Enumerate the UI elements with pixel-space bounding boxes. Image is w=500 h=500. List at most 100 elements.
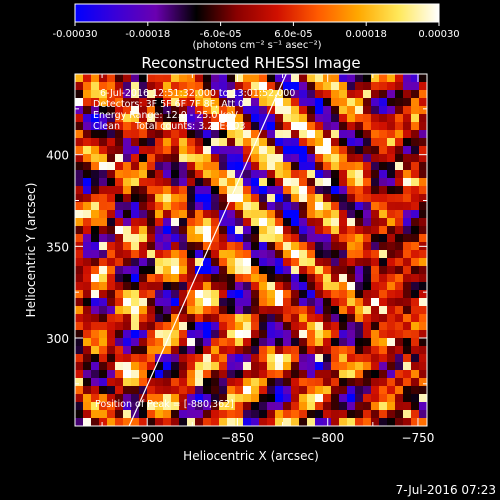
heatmap-cell (363, 306, 372, 315)
heatmap-cell (123, 122, 132, 131)
heatmap-cell (219, 362, 228, 371)
heatmap-cell (291, 98, 300, 107)
heatmap-cell (315, 146, 324, 155)
heatmap-cell (131, 274, 140, 283)
heatmap-cell (419, 122, 427, 131)
heatmap-cell (403, 186, 412, 195)
heatmap-cell (147, 266, 156, 275)
heatmap-cell (115, 298, 124, 307)
heatmap-cell (331, 362, 340, 371)
heatmap-cell (299, 370, 308, 379)
heatmap-cell (163, 402, 172, 411)
heatmap-cell (339, 138, 348, 147)
heatmap-cell (307, 234, 316, 243)
heatmap-cell (363, 242, 372, 251)
heatmap-cell (379, 370, 388, 379)
heatmap-cell (179, 202, 188, 211)
heatmap-cell (155, 330, 164, 339)
heatmap-cell (419, 378, 427, 387)
heatmap-cell (203, 178, 212, 187)
heatmap-cell (283, 354, 292, 363)
heatmap-cell (283, 410, 292, 419)
heatmap-cell (139, 178, 148, 187)
heatmap-cell (243, 130, 252, 139)
heatmap-cell (83, 234, 92, 243)
heatmap-cell (107, 378, 116, 387)
heatmap-cell (315, 386, 324, 395)
heatmap-cell (211, 338, 220, 347)
heatmap-cell (123, 234, 132, 243)
heatmap-cell (387, 146, 396, 155)
heatmap-cell (371, 170, 380, 179)
heatmap-cell (315, 242, 324, 251)
heatmap-cell (147, 82, 156, 91)
heatmap-cell (211, 82, 220, 91)
heatmap-cell (131, 338, 140, 347)
heatmap-cell (291, 394, 300, 403)
heatmap-cell (331, 250, 340, 259)
heatmap-cell (347, 130, 356, 139)
heatmap-cell (163, 298, 172, 307)
heatmap-cell (267, 306, 276, 315)
heatmap-cell (139, 362, 148, 371)
heatmap-cell (123, 314, 132, 323)
heatmap-cell (251, 282, 260, 291)
heatmap-cell (99, 330, 108, 339)
heatmap-cell (339, 322, 348, 331)
heatmap-cell (379, 146, 388, 155)
heatmap-cell (275, 410, 284, 419)
heatmap-cell (251, 234, 260, 243)
heatmap-cell (227, 314, 236, 323)
heatmap-cell (347, 170, 356, 179)
heatmap-cell (163, 98, 172, 107)
heatmap-cell (195, 298, 204, 307)
heatmap-cell (91, 250, 100, 259)
heatmap-cell (195, 378, 204, 387)
heatmap-cell (123, 154, 132, 163)
heatmap-cell (139, 330, 148, 339)
heatmap-cell (283, 266, 292, 275)
heatmap-cell (267, 314, 276, 323)
heatmap-cell (315, 138, 324, 147)
heatmap-cell (259, 346, 268, 355)
heatmap-cell (307, 370, 316, 379)
heatmap-cell (139, 410, 148, 419)
heatmap-cell (203, 362, 212, 371)
heatmap-cell (299, 250, 308, 259)
heatmap-cell (291, 322, 300, 331)
heatmap-cell (91, 274, 100, 283)
heatmap-cell (259, 250, 268, 259)
heatmap-cell (339, 154, 348, 163)
heatmap-cell (139, 154, 148, 163)
heatmap-cell (91, 370, 100, 379)
heatmap-cell (283, 82, 292, 91)
heatmap-cell (291, 90, 300, 99)
heatmap-cell (107, 410, 116, 419)
heatmap-cell (355, 338, 364, 347)
heatmap-cell (339, 290, 348, 299)
heatmap-cell (307, 178, 316, 187)
heatmap-cell (91, 322, 100, 331)
heatmap-cell (307, 130, 316, 139)
heatmap-cell (411, 330, 420, 339)
heatmap-cell (115, 170, 124, 179)
heatmap-cell (203, 226, 212, 235)
heatmap-cell (411, 178, 420, 187)
heatmap-cell (203, 338, 212, 347)
heatmap-cell (347, 122, 356, 131)
heatmap-cell (187, 122, 196, 131)
heatmap-cell (323, 162, 332, 171)
heatmap-cell (83, 178, 92, 187)
heatmap-cell (371, 362, 380, 371)
heatmap-cell (171, 202, 180, 211)
heatmap-cell (347, 322, 356, 331)
heatmap-cell (139, 202, 148, 211)
heatmap-cell (347, 114, 356, 123)
heatmap-cell (195, 138, 204, 147)
heatmap-cell (299, 130, 308, 139)
heatmap-cell (315, 298, 324, 307)
heatmap-cell (251, 242, 260, 251)
heatmap-cell (211, 402, 220, 411)
heatmap-cell (115, 82, 124, 91)
heatmap-cell (227, 274, 236, 283)
